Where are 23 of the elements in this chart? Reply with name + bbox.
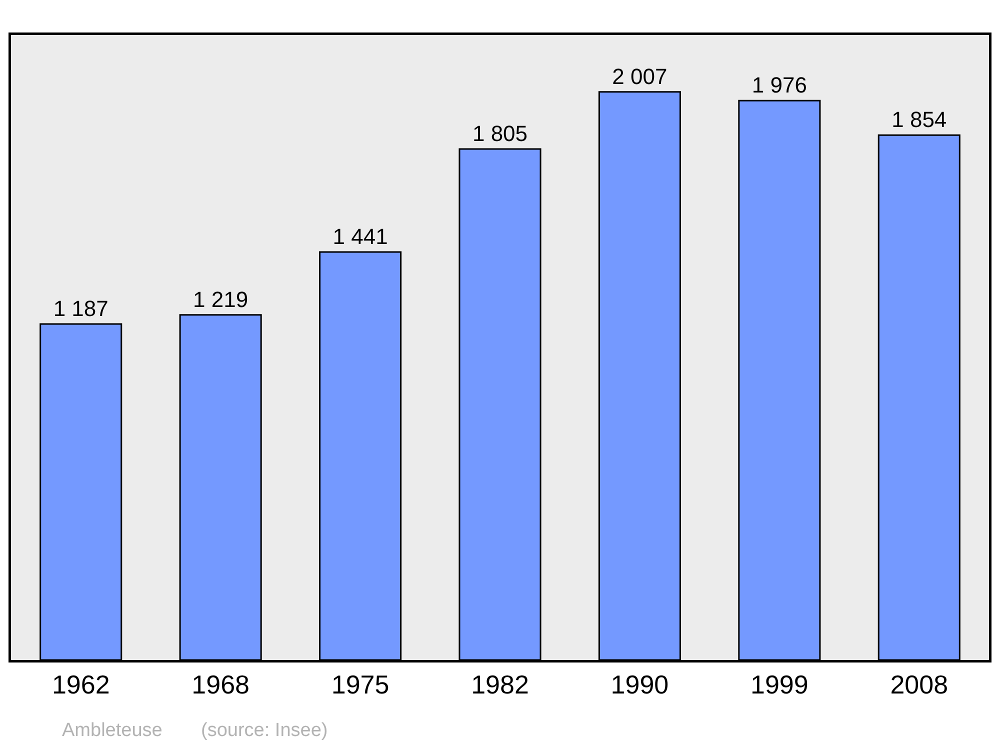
data-label: 2 007 [612,64,668,89]
bar [878,134,960,660]
x-tick-label: 1999 [750,670,808,700]
x-tick-label: 1982 [471,670,529,700]
bar [40,323,122,660]
data-label: 1 854 [892,107,947,132]
bar [179,314,262,660]
bar [738,100,821,660]
data-label: 1 219 [193,286,248,312]
x-tick-label: 2008 [890,670,948,700]
data-label: 1 441 [332,224,388,250]
bar [319,251,402,660]
bar [598,91,681,660]
x-tick-label: 1990 [610,670,669,700]
text: (source: Insee) [201,720,328,741]
x-tick-label: 1968 [192,670,250,700]
x-tick-label: 1975 [331,670,390,700]
data-label: 1 976 [752,72,807,98]
x-tick-label: 1962 [52,670,110,700]
data-label: 1 187 [53,296,108,321]
bar [458,148,542,660]
data-label: 1 805 [472,121,528,146]
text: Ambleteuse [62,720,162,741]
